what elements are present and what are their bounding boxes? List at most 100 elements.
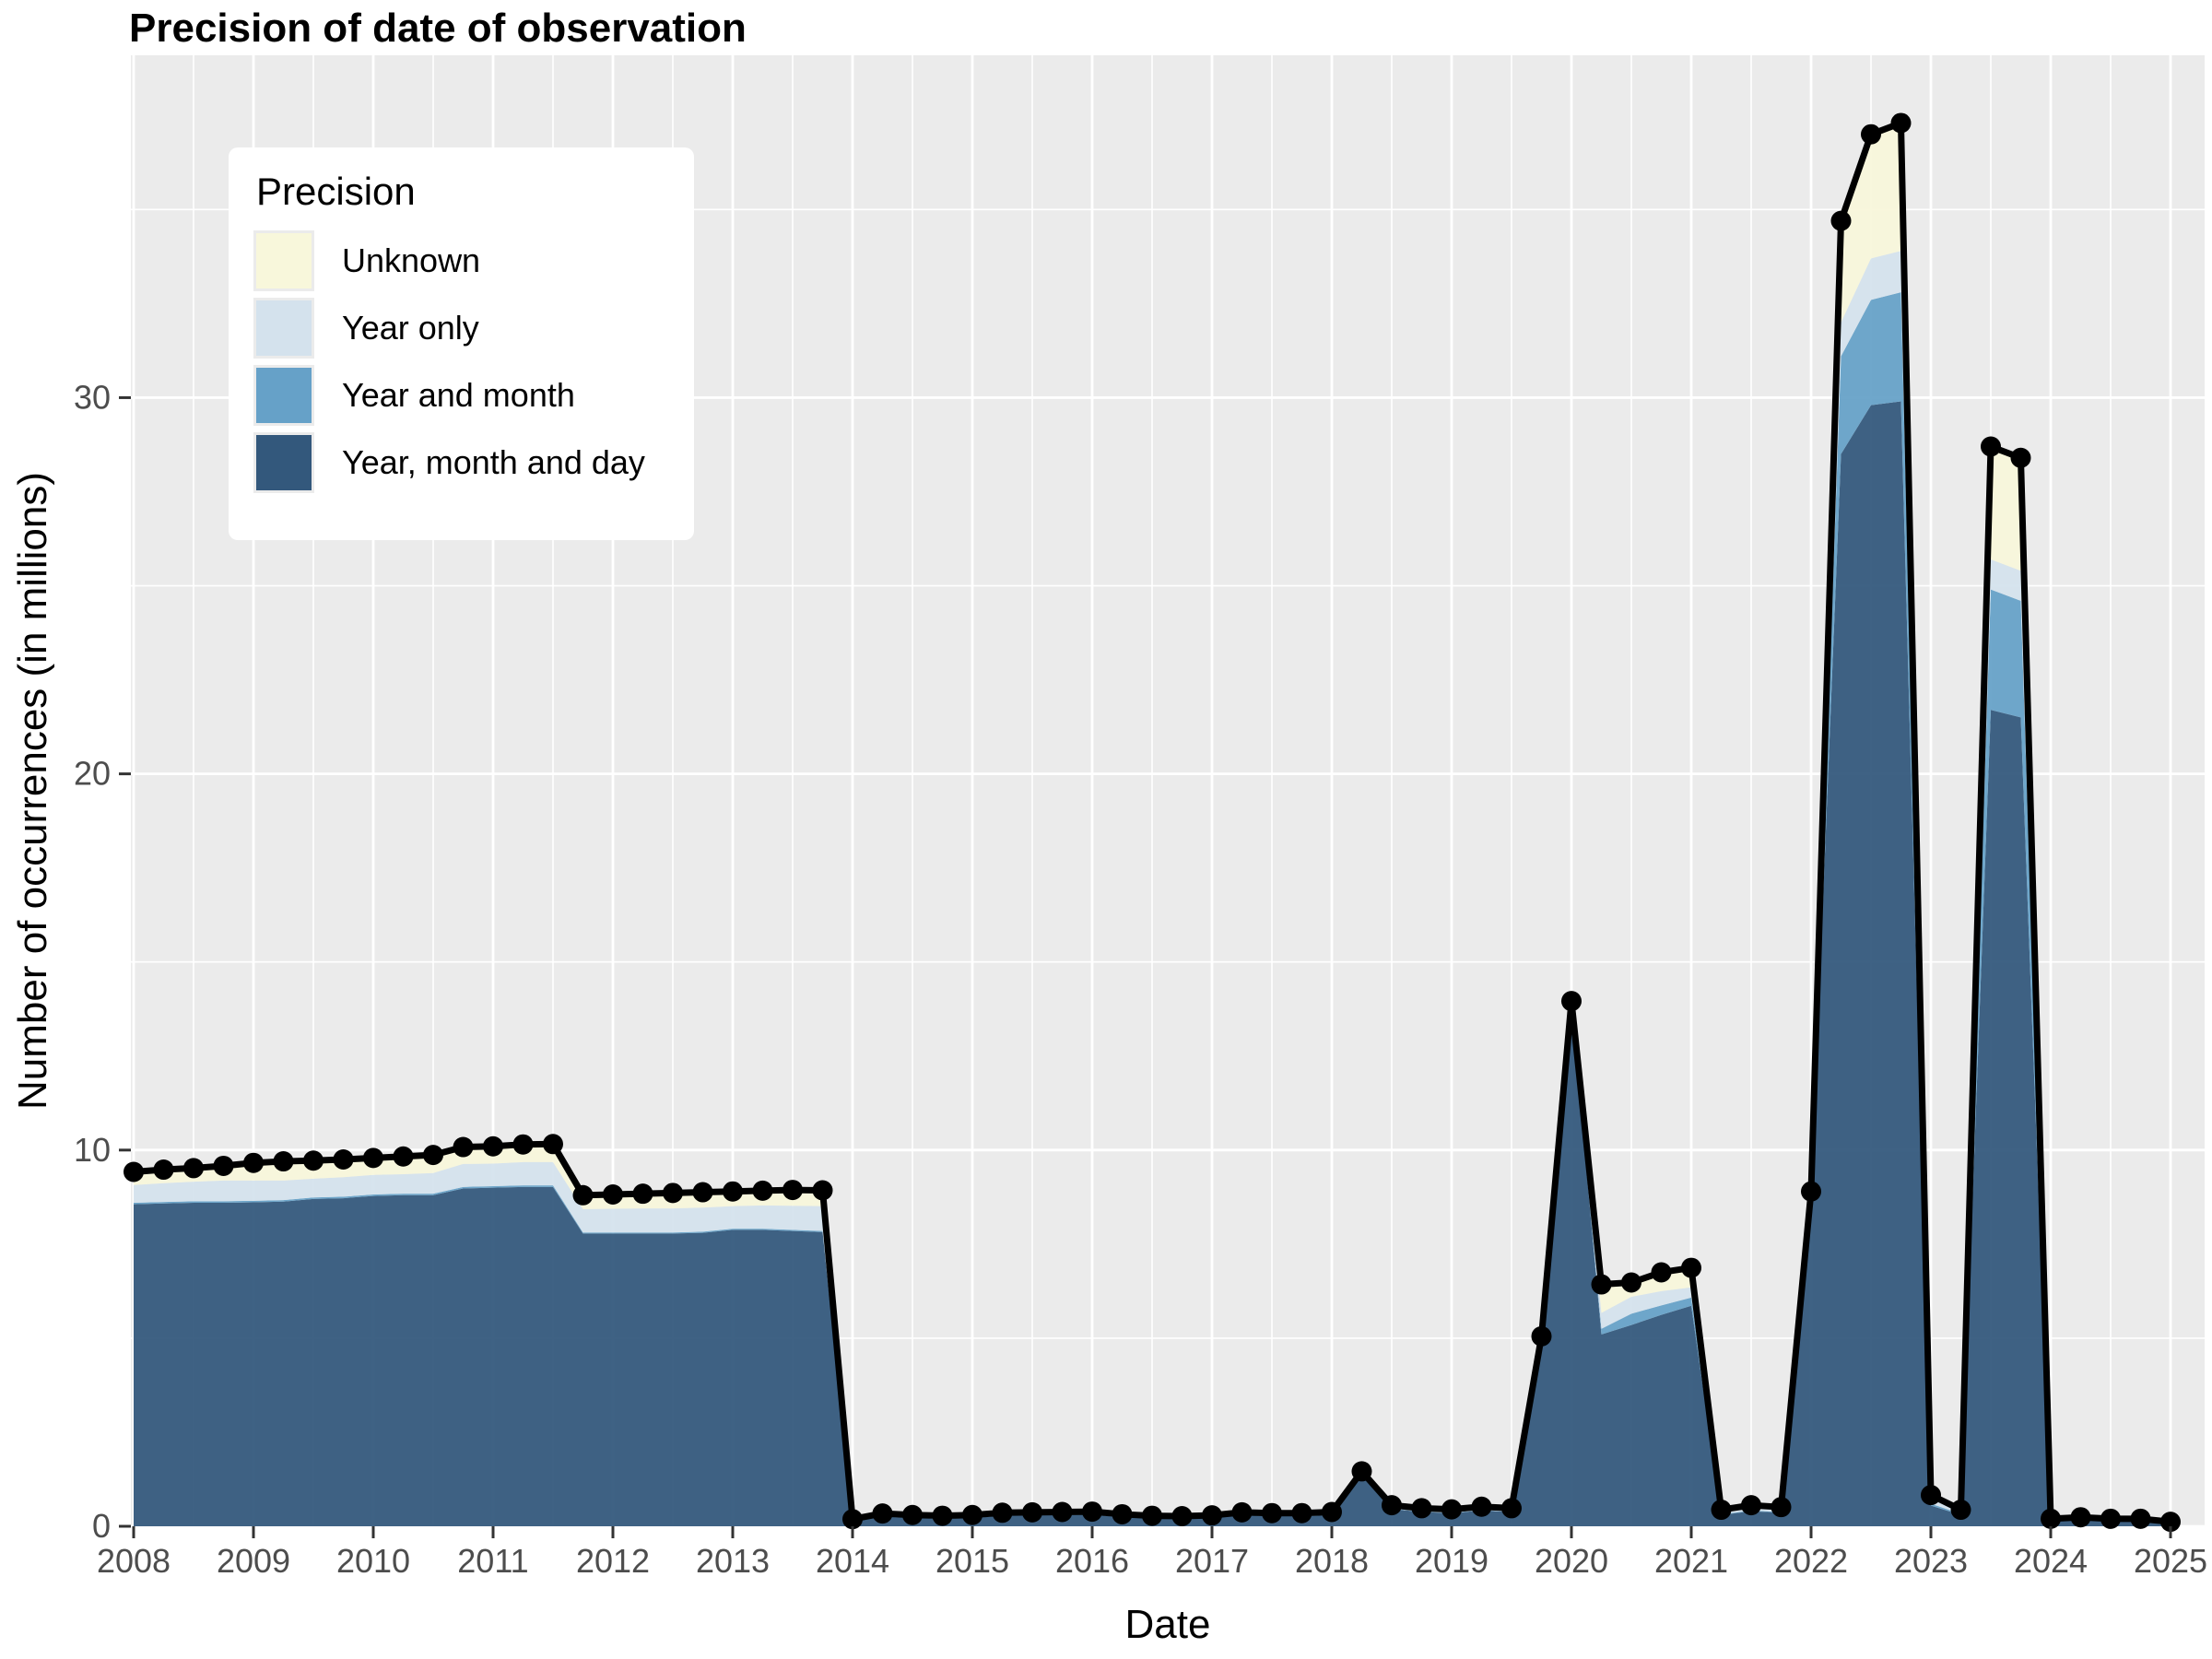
data-point <box>1262 1502 1282 1524</box>
data-point <box>543 1134 563 1155</box>
data-point <box>1082 1501 1102 1523</box>
data-point <box>2041 1508 2061 1529</box>
data-point <box>243 1152 264 1173</box>
data-point <box>1830 210 1852 231</box>
data-point <box>572 1184 594 1206</box>
data-point <box>1801 1181 1821 1202</box>
x-tick-label: 2018 <box>1295 1542 1369 1580</box>
legend-item: Unknown <box>253 230 694 291</box>
data-point <box>393 1146 414 1167</box>
legend-item-label: Unknown <box>342 241 481 279</box>
data-point <box>303 1150 324 1171</box>
data-point <box>213 1155 234 1176</box>
data-point <box>872 1503 893 1524</box>
legend-item-label: Year only <box>342 309 479 347</box>
data-point <box>333 1149 354 1171</box>
data-point <box>992 1502 1013 1524</box>
data-point <box>1561 991 1582 1012</box>
data-point <box>932 1505 953 1526</box>
data-point <box>1651 1262 1672 1283</box>
legend-item: Year, month and day <box>253 432 694 493</box>
legend-item-label: Year and month <box>342 376 575 414</box>
data-point <box>842 1509 863 1530</box>
data-point <box>1741 1495 1761 1516</box>
legend-item: Year only <box>253 298 694 359</box>
data-point <box>1471 1496 1492 1517</box>
data-point <box>1171 1505 1193 1526</box>
data-point <box>1351 1461 1372 1482</box>
data-point <box>1921 1485 1941 1506</box>
x-axis-title: Date <box>1124 1602 1211 1647</box>
data-point <box>1711 1500 1732 1521</box>
y-tick-label: 20 <box>74 755 111 793</box>
data-point <box>124 1161 144 1182</box>
legend-swatch <box>253 230 314 291</box>
data-point <box>1112 1503 1133 1524</box>
data-point <box>663 1182 683 1204</box>
x-tick-label: 2014 <box>816 1542 889 1580</box>
x-tick-label: 2011 <box>457 1542 528 1580</box>
x-tick-label: 2017 <box>1175 1542 1249 1580</box>
x-tick-label: 2015 <box>935 1542 1009 1580</box>
legend-swatch <box>253 365 314 426</box>
data-point <box>752 1180 773 1201</box>
data-point <box>483 1135 503 1157</box>
data-point <box>1411 1498 1432 1519</box>
chart-title: Precision of date of observation <box>129 6 747 51</box>
y-axis-title: Number of occurrences (in millions) <box>10 472 55 1110</box>
data-point <box>723 1181 743 1202</box>
data-point <box>692 1182 713 1203</box>
data-point <box>1142 1505 1162 1526</box>
data-point <box>1681 1257 1701 1278</box>
data-point <box>1291 1502 1312 1524</box>
x-tick-label: 2023 <box>1894 1542 1968 1580</box>
legend-swatch <box>253 432 314 493</box>
data-point <box>1202 1505 1222 1526</box>
data-point <box>1621 1272 1641 1293</box>
data-point <box>1771 1497 1792 1518</box>
x-tick-label: 2022 <box>1774 1542 1848 1580</box>
data-point <box>512 1134 534 1155</box>
data-point <box>782 1180 803 1201</box>
legend: Precision Unknown Year only Year and month… <box>229 147 694 540</box>
x-tick-label: 2020 <box>1535 1542 1608 1580</box>
data-point <box>1950 1500 1971 1521</box>
x-tick-label: 2012 <box>576 1542 650 1580</box>
data-point <box>453 1136 474 1158</box>
x-tick-label: 2013 <box>696 1542 770 1580</box>
data-point <box>2100 1508 2121 1529</box>
data-point <box>962 1504 982 1525</box>
data-point <box>632 1183 653 1205</box>
x-tick-label: 2009 <box>217 1542 290 1580</box>
data-point <box>2160 1512 2181 1533</box>
area-layer-year-month-and-day <box>134 401 2171 1526</box>
data-point <box>1531 1325 1552 1347</box>
y-tick-label: 10 <box>74 1131 111 1169</box>
legend-swatch <box>253 298 314 359</box>
data-point <box>423 1145 443 1166</box>
data-point <box>1591 1274 1612 1295</box>
data-point <box>2010 447 2031 468</box>
data-point <box>2130 1508 2151 1529</box>
data-point <box>1981 436 2001 457</box>
data-point <box>1322 1501 1342 1523</box>
legend-title: Precision <box>256 170 416 213</box>
x-tick-label: 2016 <box>1055 1542 1129 1580</box>
legend-items: Unknown Year only Year and month Year, mont… <box>229 230 694 493</box>
data-point <box>183 1158 204 1179</box>
y-tick-label: 30 <box>74 378 111 416</box>
legend-item: Year and month <box>253 365 694 426</box>
data-point <box>812 1180 833 1201</box>
x-tick-label: 2019 <box>1415 1542 1488 1580</box>
legend-item-label: Year, month and day <box>342 443 645 481</box>
data-point <box>2070 1507 2091 1528</box>
data-point <box>1890 112 1912 134</box>
x-tick-label: 2010 <box>336 1542 410 1580</box>
data-point <box>603 1183 623 1205</box>
x-tick-label: 2008 <box>97 1542 171 1580</box>
data-point <box>153 1159 174 1181</box>
x-tick-label: 2021 <box>1654 1542 1728 1580</box>
x-tick-label: 2025 <box>2134 1542 2207 1580</box>
